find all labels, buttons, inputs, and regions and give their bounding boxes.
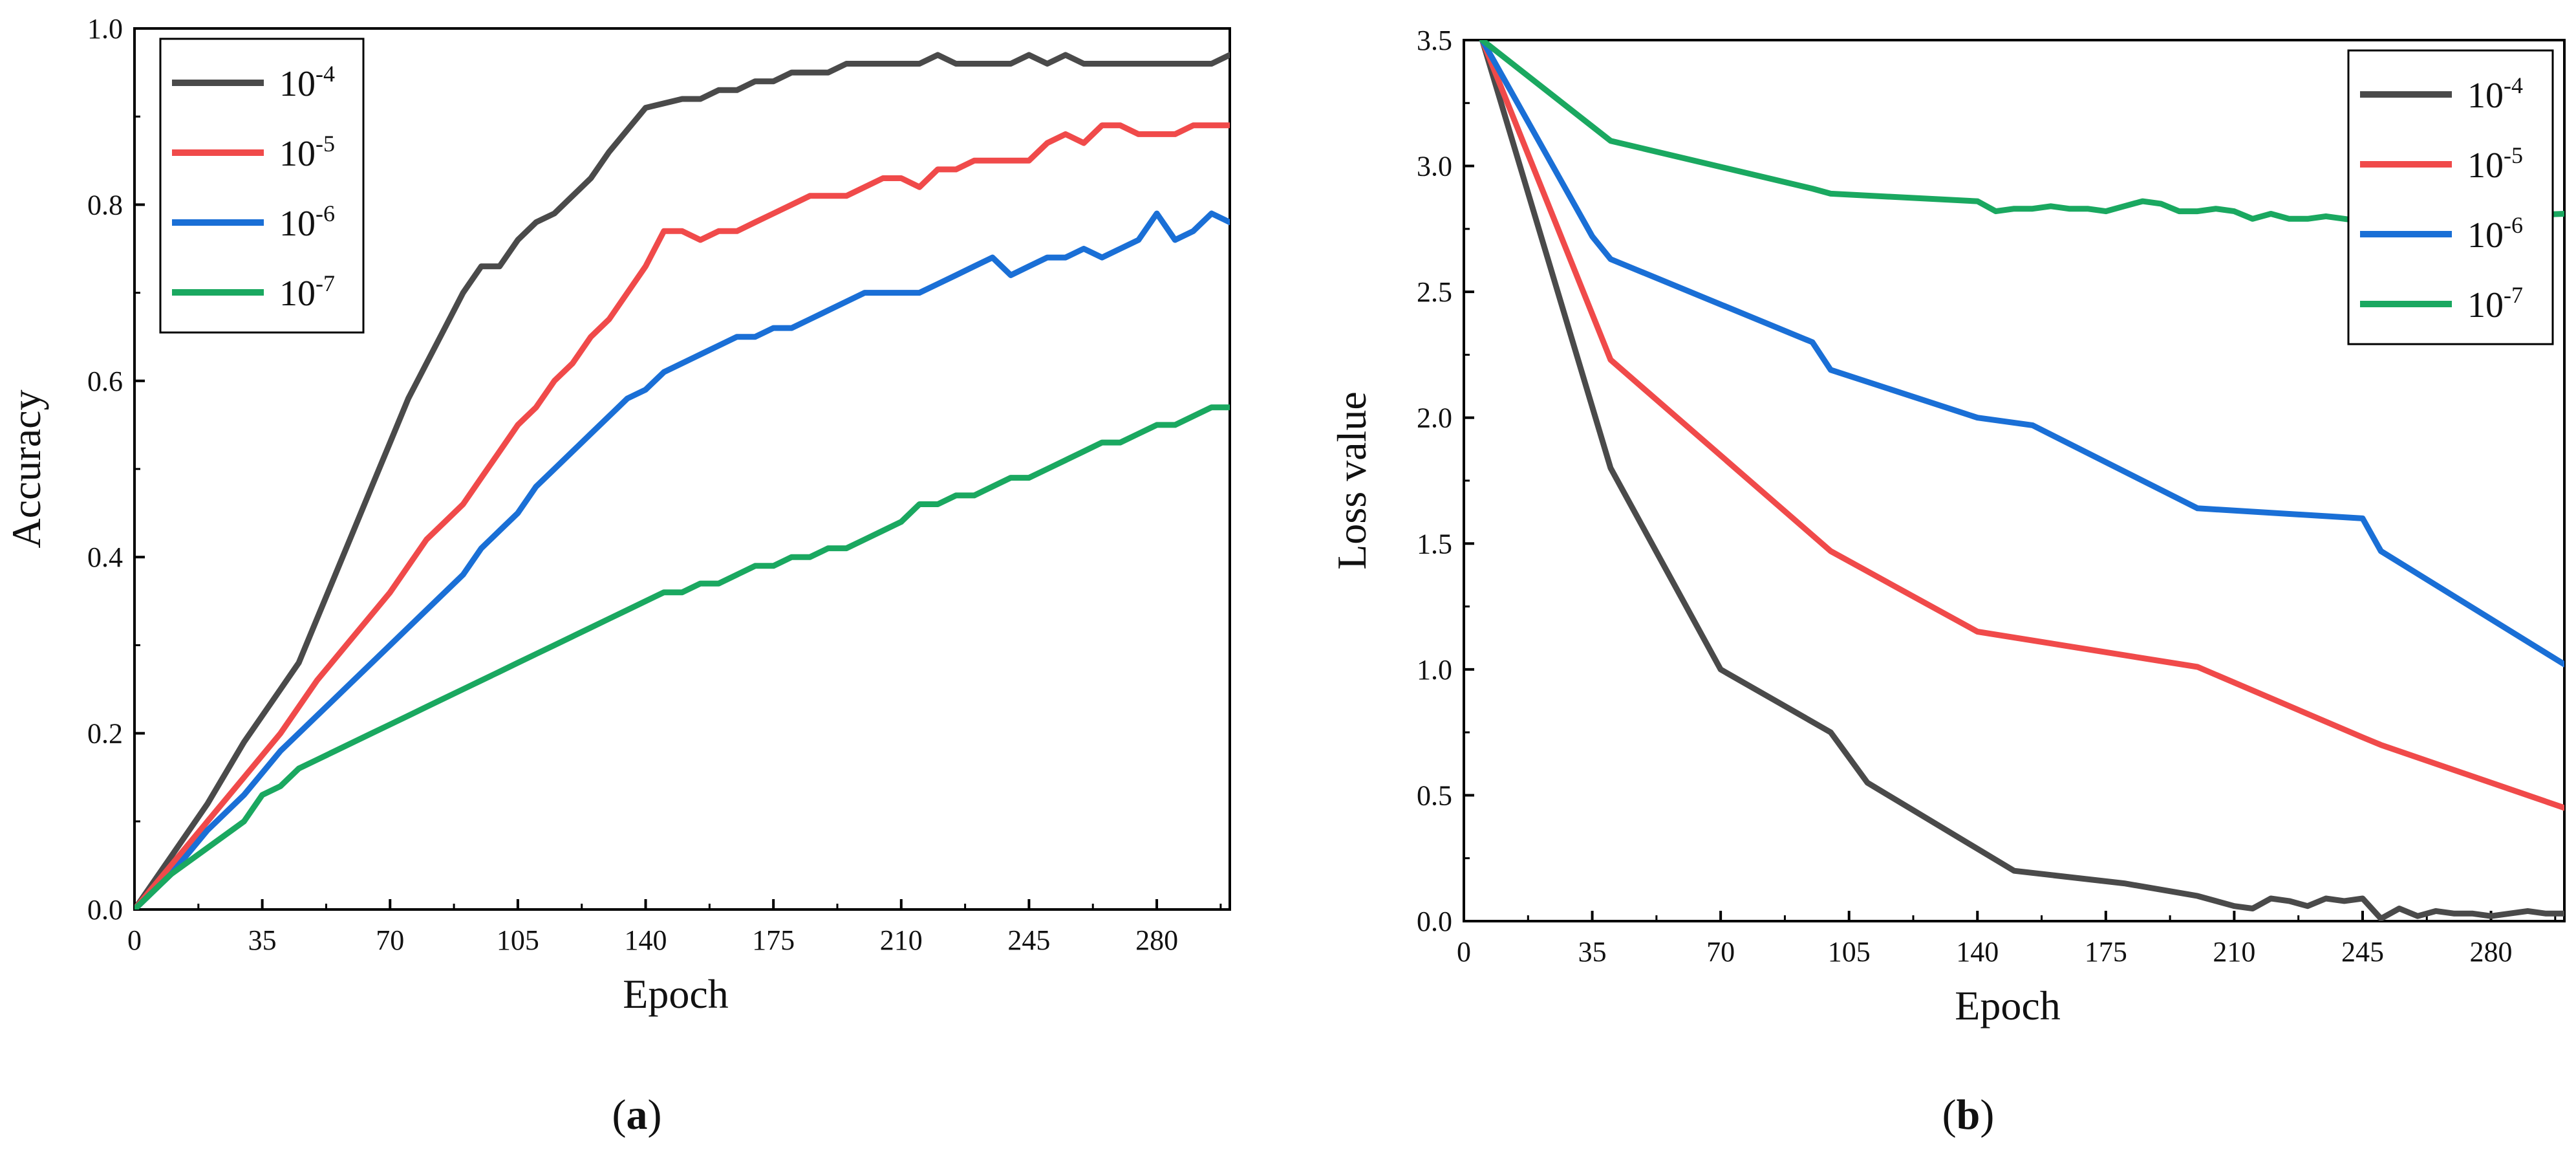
y-tick-label: 3.0 — [1417, 151, 1452, 182]
y-tick-label: 2.0 — [1417, 402, 1452, 434]
x-tick-label: 0 — [1457, 936, 1471, 968]
legend-label: 10-5 — [279, 131, 335, 174]
series-line-3 — [134, 404, 1230, 909]
panel-label-close: ) — [1980, 1091, 1994, 1138]
series-line-0 — [1479, 40, 2564, 921]
panel-label-open: ( — [612, 1091, 627, 1138]
x-tick-label: 105 — [1828, 936, 1871, 968]
x-axis-title: Epoch — [1955, 983, 2061, 1029]
y-tick-label: 0.4 — [87, 541, 123, 573]
y-tick-label: 3.5 — [1417, 25, 1452, 56]
legend: 10-410-510-610-7 — [159, 38, 365, 334]
legend-label: 10-5 — [2467, 142, 2523, 186]
x-tick-label: 105 — [497, 924, 539, 956]
legend-exponent: -6 — [316, 201, 335, 226]
x-tick-label: 140 — [1956, 936, 1999, 968]
x-tick-label: 245 — [1007, 924, 1050, 956]
x-tick-label: 140 — [625, 924, 667, 956]
x-tick-label: 210 — [880, 924, 923, 956]
legend-exponent: -7 — [2504, 282, 2523, 308]
panel-label-close: ) — [648, 1091, 662, 1138]
legend-label: 10-4 — [279, 61, 335, 104]
x-axis-title: Epoch — [623, 971, 729, 1017]
x-tick-label: 0 — [127, 924, 142, 956]
y-tick-label: 0.6 — [87, 365, 123, 397]
x-tick-label: 35 — [248, 924, 277, 956]
y-axis-title: Loss value — [1329, 391, 1375, 570]
legend-base: 10 — [2467, 146, 2504, 186]
x-tick-label: 70 — [376, 924, 404, 956]
legend-exponent: -7 — [316, 270, 335, 296]
series-line-1 — [134, 122, 1230, 909]
y-tick-label: 0.5 — [1417, 779, 1452, 811]
x-tick-label: 210 — [2213, 936, 2255, 968]
y-axis-title: Accuracy — [3, 389, 49, 548]
y-tick-label: 0.0 — [87, 894, 123, 926]
legend-base: 10 — [2467, 215, 2504, 256]
legend-label: 10-4 — [2467, 72, 2523, 116]
panel-label-letter: b — [1957, 1091, 1980, 1138]
panel-label-letter: a — [627, 1091, 648, 1138]
x-tick-label: 280 — [2470, 936, 2513, 968]
legend-exponent: -6 — [2504, 212, 2523, 238]
series-line-0 — [134, 52, 1230, 909]
y-tick-label: 0.0 — [1417, 906, 1452, 937]
legend-box — [2347, 49, 2554, 345]
legend: 10-410-510-610-7 — [2347, 49, 2554, 345]
legend-exponent: -4 — [2504, 72, 2523, 98]
chart-loss: 0 35 70 105 140 175 210 245 280 0.0 0.5 1.0 1.5 2.0 2.… — [1329, 25, 2566, 1138]
series-line-2 — [134, 210, 1230, 909]
chart-accuracy: 0 35 70 105 140 175 210 245 280 0.0 0.2 0.4 0.6 0.8 1.… — [3, 13, 1231, 1138]
y-tick-label: 2.5 — [1417, 276, 1452, 308]
series-line-3 — [1479, 40, 2564, 224]
x-tick-label: 280 — [1135, 924, 1178, 956]
legend-base: 10 — [279, 274, 316, 314]
y-tick-label: 0.8 — [87, 189, 123, 221]
legend-base: 10 — [279, 204, 316, 244]
series-line-1 — [1479, 40, 2564, 811]
legend-label: 10-6 — [2467, 212, 2523, 256]
legend-base: 10 — [279, 64, 316, 104]
x-tick-label: 70 — [1706, 936, 1735, 968]
y-tick-label: 1.0 — [87, 13, 123, 45]
panel-label: (a) — [612, 1091, 662, 1138]
legend-label: 10-6 — [279, 201, 335, 244]
legend-label: 10-7 — [2467, 282, 2523, 325]
x-tick-label: 175 — [2085, 936, 2127, 968]
x-tick-label: 175 — [752, 924, 795, 956]
legend-box — [159, 38, 365, 334]
legend-exponent: -5 — [2504, 142, 2523, 168]
series-group — [134, 52, 1230, 909]
y-tick-label: 1.0 — [1417, 654, 1452, 686]
legend-exponent: -5 — [316, 131, 335, 157]
legend-base: 10 — [2467, 285, 2504, 325]
series-group — [1479, 40, 2564, 921]
x-tick-label: 35 — [1578, 936, 1607, 968]
legend-base: 10 — [279, 134, 316, 174]
y-tick-label: 0.2 — [87, 718, 123, 750]
legend-base: 10 — [2467, 76, 2504, 116]
x-tick-label: 245 — [2341, 936, 2384, 968]
legend-exponent: -4 — [316, 61, 335, 87]
panel-label-open: ( — [1942, 1091, 1957, 1138]
panel-label: (b) — [1942, 1091, 1995, 1138]
legend-label: 10-7 — [279, 270, 335, 314]
y-tick-label: 1.5 — [1417, 528, 1452, 560]
series-line-2 — [1479, 40, 2564, 668]
